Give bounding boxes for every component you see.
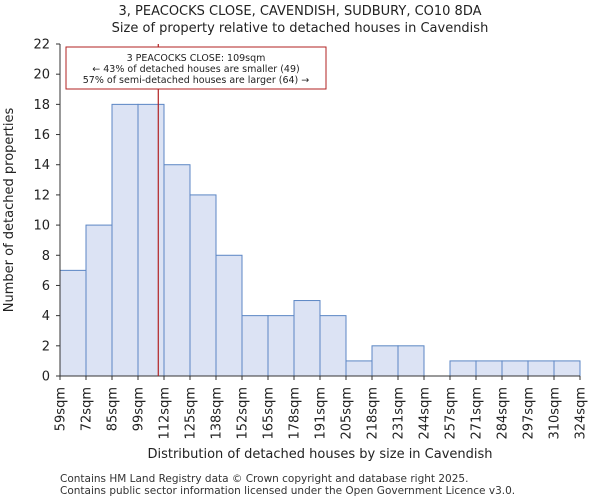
x-tick-label: 257sqm	[444, 387, 459, 440]
annotation-line: ← 43% of detached houses are smaller (49…	[92, 64, 299, 75]
annotation-box	[65, 46, 327, 90]
x-tick-label: 72sqm	[80, 387, 95, 431]
x-tick-label: 165sqm	[262, 387, 277, 440]
histogram-bar	[241, 315, 269, 377]
x-tick-label: 271sqm	[470, 387, 485, 440]
x-tick-label: 99sqm	[132, 387, 147, 431]
histogram-bar	[59, 269, 87, 377]
chart-title: 3, PEACOCKS CLOSE, CAVENDISH, SUDBURY, C…	[118, 4, 482, 19]
histogram-bar	[293, 300, 321, 377]
footer-copyright: Contains HM Land Registry data © Crown c…	[60, 473, 469, 485]
x-tick-label: 310sqm	[548, 387, 563, 440]
x-tick-label: 324sqm	[574, 387, 589, 440]
histogram-bar	[345, 360, 373, 377]
x-tick-label: 59sqm	[54, 387, 69, 431]
x-tick-label: 85sqm	[106, 387, 121, 431]
x-tick-label: 112sqm	[158, 387, 173, 440]
y-axis-title: Number of detached properties	[2, 108, 17, 313]
y-tick-label: 6	[42, 279, 50, 294]
x-tick-label: 244sqm	[418, 387, 433, 440]
x-tick-label: 205sqm	[340, 387, 355, 440]
y-tick-label: 12	[33, 188, 50, 203]
histogram-bar	[397, 345, 425, 377]
y-tick-label: 8	[42, 249, 50, 264]
x-tick-label: 297sqm	[522, 387, 537, 440]
x-tick-label: 231sqm	[392, 387, 407, 440]
y-tick-label: 10	[33, 219, 50, 234]
histogram-bar	[553, 360, 581, 377]
x-tick-label: 284sqm	[496, 387, 511, 440]
x-tick-label: 191sqm	[314, 387, 329, 440]
annotation-line: 3 PEACOCKS CLOSE: 109sqm	[127, 53, 266, 64]
footer-licence: Contains public sector information licen…	[60, 485, 516, 497]
x-tick-label: 218sqm	[366, 387, 381, 440]
y-tick-label: 16	[33, 128, 50, 143]
y-tick-label: 22	[33, 38, 50, 53]
x-tick-label: 138sqm	[210, 387, 225, 440]
y-tick-label: 2	[42, 339, 50, 354]
y-tick-label: 0	[42, 370, 50, 385]
x-axis-title: Distribution of detached houses by size …	[147, 447, 492, 462]
histogram-bar	[527, 360, 555, 377]
histogram-bar	[189, 194, 217, 377]
histogram-bar	[319, 315, 347, 377]
x-tick-label: 178sqm	[288, 387, 303, 440]
x-tick-label: 152sqm	[236, 387, 251, 440]
y-tick-label: 4	[42, 309, 50, 324]
y-tick-label: 14	[33, 158, 50, 173]
y-tick-label: 20	[33, 68, 50, 83]
histogram-bar	[267, 315, 295, 377]
histogram-bar	[137, 103, 165, 377]
histogram-bar	[501, 360, 529, 377]
chart-subtitle: Size of property relative to detached ho…	[111, 21, 489, 36]
annotation-line: 57% of semi-detached houses are larger (…	[83, 75, 310, 86]
histogram-bar	[215, 254, 243, 377]
histogram-bar	[449, 360, 477, 377]
histogram-bar	[111, 103, 139, 377]
histogram-bar	[475, 360, 503, 377]
histogram-bar	[163, 164, 191, 377]
y-tick-label: 18	[33, 98, 50, 113]
x-tick-label: 125sqm	[184, 387, 199, 440]
histogram-bar	[371, 345, 399, 377]
histogram-bar	[85, 224, 113, 377]
